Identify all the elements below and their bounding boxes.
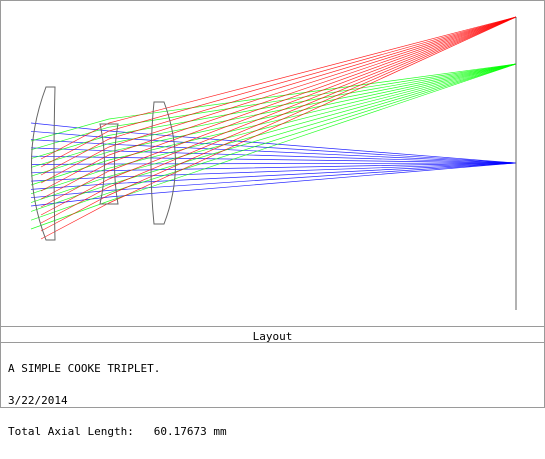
axial-length-line: Total Axial Length: 60.17673 mm: [8, 425, 227, 438]
field-full-ray-11: [40, 16, 517, 240]
field-on-axis-ray-7: [30, 162, 517, 174]
field-full-ray-10: [40, 16, 517, 232]
optical-layout-diagram: [30, 16, 517, 310]
system-date: 3/22/2014: [8, 393, 68, 407]
ray-fan-full-field: [40, 16, 517, 240]
axial-length-value: 60.17673 mm: [153, 425, 227, 438]
field-on-axis-ray-9: [30, 162, 517, 190]
field-full-ray-3: [40, 16, 517, 176]
field-mid-ray-1: [30, 63, 517, 142]
field-mid-ray-6: [30, 63, 517, 186]
field-mid-ray-10: [30, 63, 517, 221]
field-mid-ray-4: [30, 63, 517, 168]
lens-element-3: [150, 101, 176, 225]
field-mid-ray-5: [30, 63, 517, 177]
system-info-block: A SIMPLE COOKE TRIPLET. 3/22/2014 Total …: [8, 343, 227, 459]
field-full-ray-5: [40, 16, 517, 192]
layout-caption-bar: Layout: [1, 326, 544, 343]
field-full-ray-9: [40, 16, 517, 224]
lens-element-1: [31, 86, 56, 241]
axial-length-label: Total Axial Length:: [8, 425, 134, 438]
layout-caption: Layout: [252, 330, 293, 343]
field-mid-ray-8: [30, 63, 517, 203]
field-full-ray-4: [40, 16, 517, 184]
system-title: A SIMPLE COOKE TRIPLET.: [8, 362, 161, 375]
layout-window: Layout A SIMPLE COOKE TRIPLET. 3/22/2014…: [0, 0, 545, 437]
field-mid-ray-11: [30, 63, 517, 230]
field-on-axis-ray-10: [30, 162, 517, 199]
field-on-axis-ray-11: [30, 162, 517, 207]
ray-fan-mid-field: [30, 63, 517, 230]
field-on-axis-ray-5: [30, 155, 517, 164]
layout-plot-area: [1, 1, 544, 326]
field-on-axis-ray-4: [30, 147, 517, 164]
field-on-axis-ray-8: [30, 162, 517, 182]
field-mid-ray-7: [30, 63, 517, 195]
field-mid-ray-2: [30, 63, 517, 151]
field-mid-ray-9: [30, 63, 517, 212]
field-on-axis-ray-3: [30, 139, 517, 164]
lens-element-2: [99, 123, 119, 205]
ray-fan-on-axis-field: [30, 122, 517, 207]
field-full-ray-1: [40, 16, 517, 160]
field-full-ray-7: [40, 16, 517, 208]
field-full-ray-6: [40, 16, 517, 200]
field-on-axis-ray-6: [30, 162, 517, 165]
field-full-ray-2: [40, 16, 517, 168]
field-full-ray-8: [40, 16, 517, 216]
